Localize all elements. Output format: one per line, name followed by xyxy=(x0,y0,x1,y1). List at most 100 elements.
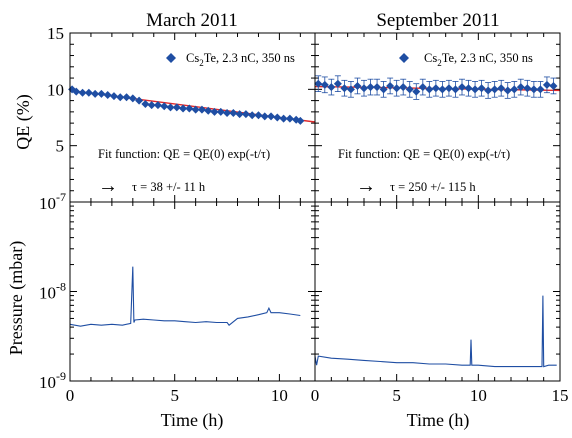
data-point-1-18 xyxy=(431,84,440,93)
data-point-0-22 xyxy=(204,106,213,115)
y-tick-label-0-2: 5 xyxy=(56,137,65,156)
data-point-1-31 xyxy=(516,83,525,92)
data-point-1-10 xyxy=(379,85,388,94)
data-point-0-6 xyxy=(103,90,112,99)
data-point-1-5 xyxy=(346,85,355,94)
fit-function-right: Fit function: QE = QE(0) exp(-t/τ) xyxy=(338,147,510,161)
data-point-1-24 xyxy=(471,85,480,94)
data-point-0-28 xyxy=(241,110,250,119)
data-point-1-0 xyxy=(314,79,323,88)
ylabel-qe: QE (%) xyxy=(13,94,34,149)
data-point-0-17 xyxy=(172,103,181,112)
data-point-0-16 xyxy=(166,103,175,112)
data-point-1-21 xyxy=(451,85,460,94)
data-point-1-11 xyxy=(386,81,395,90)
data-point-0-7 xyxy=(109,92,118,101)
data-point-1-22 xyxy=(458,83,466,92)
x-tick-label-3-1: 5 xyxy=(392,386,401,405)
legend-left: Cs2Te, 2.3 nC, 350 ns xyxy=(166,51,295,68)
data-point-1-33 xyxy=(529,85,538,94)
data-point-0-10 xyxy=(128,94,137,103)
data-point-0-23 xyxy=(210,107,219,116)
data-point-1-6 xyxy=(353,81,362,90)
data-point-1-13 xyxy=(399,83,408,92)
y-tick-label-2-2: 10-9 xyxy=(39,369,66,392)
data-point-0-24 xyxy=(216,107,225,116)
data-point-0-27 xyxy=(235,110,244,119)
x-tick-label-3-2: 10 xyxy=(470,386,487,405)
data-point-0-11 xyxy=(135,96,144,105)
data-point-0-32 xyxy=(267,112,276,121)
x-tick-label-2-0: 0 xyxy=(66,386,75,405)
data-point-1-16 xyxy=(418,83,427,92)
data-point-1-28 xyxy=(497,84,506,93)
data-point-0-1 xyxy=(72,87,81,96)
pressure-line-3 xyxy=(314,295,557,368)
data-point-1-30 xyxy=(510,85,519,94)
data-point-1-23 xyxy=(464,84,473,93)
data-point-0-8 xyxy=(116,93,125,102)
legend-marker-right xyxy=(399,53,409,63)
data-point-0-37 xyxy=(296,116,305,125)
frame-bottom-left xyxy=(69,201,316,382)
data-point-0-31 xyxy=(260,112,269,121)
x-tick-label-2-2: 10 xyxy=(271,386,288,405)
data-point-1-29 xyxy=(503,86,512,95)
data-point-0-9 xyxy=(122,93,131,102)
data-point-1-27 xyxy=(490,85,499,94)
data-point-0-18 xyxy=(179,104,188,113)
data-point-0-30 xyxy=(254,111,263,120)
data-point-0-33 xyxy=(273,113,282,122)
data-point-1-4 xyxy=(340,84,349,93)
tau-left: → τ = 38 +/- 11 h xyxy=(98,175,206,197)
xlabel-right: Time (h) xyxy=(407,410,470,431)
data-point-1-19 xyxy=(438,85,447,94)
y-tick-label-0-1: 10 xyxy=(47,80,64,99)
y-tick-label-2-0: 10-7 xyxy=(39,190,66,213)
data-point-1-12 xyxy=(392,84,401,93)
data-point-0-13 xyxy=(147,101,156,110)
data-point-0-25 xyxy=(223,108,232,117)
data-point-1-9 xyxy=(373,83,382,92)
data-point-0-3 xyxy=(84,88,93,97)
data-point-1-14 xyxy=(405,85,414,94)
data-point-1-36 xyxy=(549,81,558,90)
data-point-1-1 xyxy=(320,80,329,89)
data-point-0-20 xyxy=(191,105,200,114)
data-point-0-21 xyxy=(197,105,206,114)
y-tick-label-2-1: 10-8 xyxy=(39,280,66,303)
data-point-1-20 xyxy=(444,84,453,93)
data-point-1-8 xyxy=(366,83,375,92)
data-point-1-26 xyxy=(484,86,493,95)
data-point-0-14 xyxy=(153,101,162,110)
xlabel-left: Time (h) xyxy=(161,410,224,431)
frame-bottom-right xyxy=(314,201,561,382)
data-point-1-7 xyxy=(360,84,368,93)
x-tick-label-3-0: 0 xyxy=(311,386,320,405)
y-tick-label-0-0: 15 xyxy=(47,24,64,43)
x-tick-label-2-1: 5 xyxy=(170,386,179,405)
data-point-0-15 xyxy=(160,102,169,111)
legend-label-right: Cs2Te, 2.3 nC, 350 ns xyxy=(424,51,533,68)
title-march: March 2011 xyxy=(146,10,238,31)
legend-right: Cs2Te, 2.3 nC, 350 ns xyxy=(399,51,533,68)
data-point-0-19 xyxy=(185,104,194,113)
data-point-0-12 xyxy=(141,99,150,108)
data-point-0-34 xyxy=(279,114,288,123)
data-point-1-25 xyxy=(477,84,486,93)
title-september: September 2011 xyxy=(376,10,499,31)
data-point-0-4 xyxy=(91,89,100,98)
data-point-1-2 xyxy=(327,83,336,92)
fit-function-left: Fit function: QE = QE(0) exp(-t/τ) xyxy=(98,147,270,161)
data-point-1-35 xyxy=(542,80,551,89)
data-point-0-5 xyxy=(97,89,106,98)
legend-label-left: Cs2Te, 2.3 nC, 350 ns xyxy=(186,51,295,68)
data-point-0-2 xyxy=(78,88,87,97)
ylabel-pressure: Pressure (mbar) xyxy=(6,241,27,355)
data-point-1-15 xyxy=(412,87,421,96)
data-point-0-29 xyxy=(248,111,257,120)
data-point-1-32 xyxy=(523,84,532,93)
data-point-1-3 xyxy=(333,79,342,88)
